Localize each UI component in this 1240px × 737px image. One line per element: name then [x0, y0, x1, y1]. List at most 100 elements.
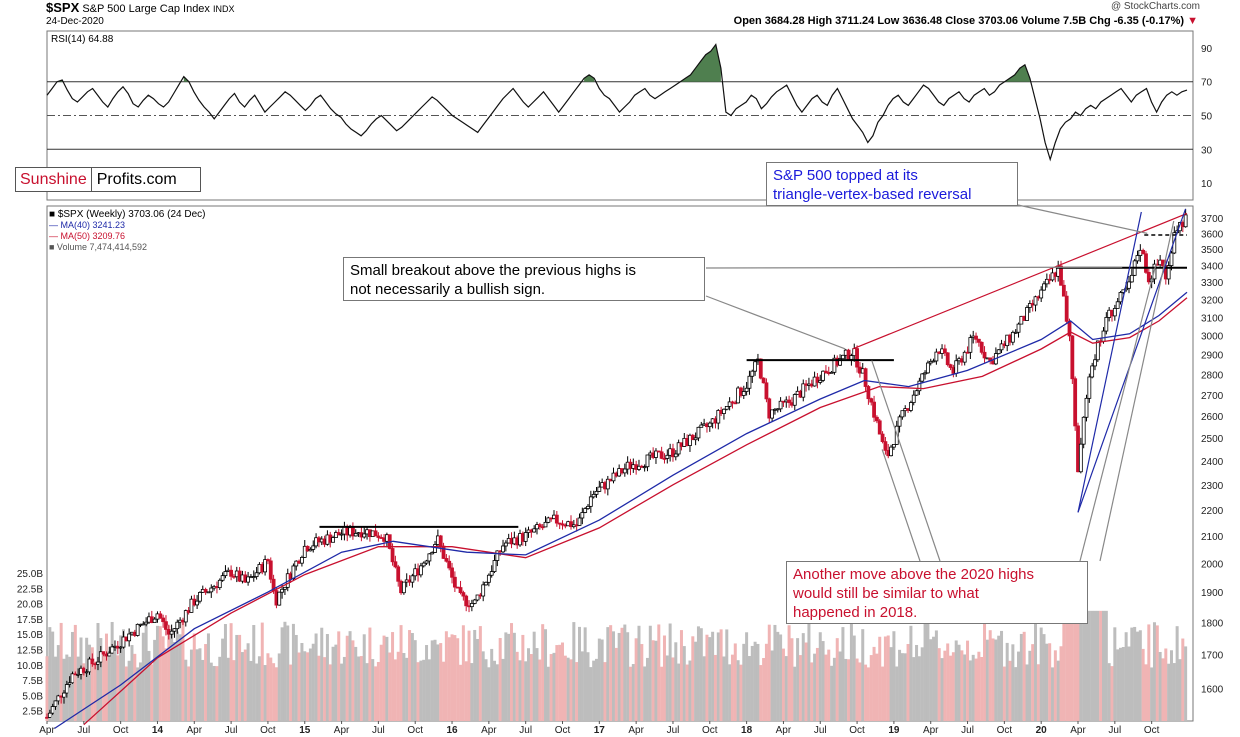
volume-bar	[960, 650, 964, 721]
candle-body	[954, 360, 959, 374]
volume-bar	[1169, 650, 1173, 721]
volume-bar	[102, 651, 106, 721]
volume-bar	[852, 635, 856, 721]
volume-bar	[569, 659, 573, 721]
price-panel: ■ $SPX (Weekly) 3703.06 (24 Dec)— MA(40)…	[45, 205, 1194, 730]
volume-bar	[679, 630, 683, 721]
volume-bar	[269, 657, 273, 721]
volume-bar	[342, 656, 346, 721]
candle-body	[925, 362, 930, 374]
volume-bar	[906, 643, 910, 721]
candle-body	[1059, 265, 1063, 286]
rsi-panel: RSI(14) 64.88	[46, 30, 1194, 201]
candle-body	[175, 621, 180, 630]
volume-bar	[861, 629, 865, 721]
candle-body	[161, 617, 166, 623]
candle-body	[849, 355, 854, 360]
price-tick-label: 2300	[1201, 481, 1224, 492]
candle-body	[891, 444, 896, 448]
volume-bar	[849, 623, 853, 721]
volume-bar	[994, 639, 998, 721]
candle-body	[841, 354, 845, 360]
volume-bar	[1048, 643, 1052, 721]
volume-bar	[807, 622, 811, 721]
volume-bar	[946, 643, 950, 721]
x-tick-label: Oct	[702, 725, 718, 736]
x-tick-label: Apr	[481, 725, 497, 736]
price-tick-label: 2900	[1201, 351, 1224, 362]
volume-bar	[223, 624, 227, 721]
candle-body	[169, 630, 174, 635]
volume-bar	[238, 634, 242, 721]
volume-bar	[713, 654, 717, 721]
x-tick-label: Apr	[39, 725, 55, 736]
volume-bar	[1178, 659, 1182, 721]
volume-bar	[674, 642, 678, 721]
volume-bar	[300, 643, 304, 721]
price-tick-label: 1700	[1201, 650, 1224, 661]
volume-bar	[1124, 632, 1128, 721]
logo-profits: Profits.com	[96, 170, 177, 188]
volume-bar	[577, 626, 581, 721]
volume-bar	[444, 631, 448, 721]
volume-bar	[442, 661, 446, 721]
candle-body	[217, 579, 222, 589]
candle-body	[53, 700, 58, 707]
volume-bar	[252, 625, 256, 721]
chart-header: $SPX S&P 500 Large Cap Index INDX	[46, 0, 235, 15]
volume-bar	[657, 624, 661, 721]
candle-body	[1013, 331, 1018, 334]
volume-bar	[1068, 610, 1072, 721]
candle-body	[195, 600, 200, 606]
volume-bar	[818, 632, 822, 721]
rsi-label: RSI(14) 64.88	[51, 34, 114, 45]
x-tick-label: Apr	[923, 725, 939, 736]
volume-bar	[753, 641, 757, 721]
volume-bar	[359, 656, 363, 721]
price-tick-label: 1600	[1201, 685, 1224, 696]
volume-bar	[150, 664, 154, 721]
volume-bar	[702, 656, 706, 721]
volume-bar	[127, 660, 131, 721]
candle-body	[787, 399, 791, 404]
volume-tick-label: 25.0B	[17, 569, 43, 580]
volume-bar	[158, 626, 162, 721]
volume-bar	[484, 659, 488, 721]
volume-bar	[609, 625, 613, 721]
volume-bar	[218, 656, 222, 721]
rsi-overbought-fill	[584, 74, 595, 82]
volume-bar	[408, 630, 412, 721]
volume-bar	[1008, 660, 1012, 721]
candle-body	[693, 437, 698, 441]
candle-body	[223, 571, 228, 577]
candle-body	[586, 505, 590, 509]
volume-bar	[1135, 631, 1139, 721]
volume-bar	[798, 655, 802, 721]
candle-body	[339, 533, 344, 536]
candle-body	[1039, 289, 1044, 299]
volume-bar	[1019, 633, 1023, 721]
volume-bar	[1000, 630, 1004, 721]
candle-body	[741, 391, 746, 396]
candle-body	[974, 335, 978, 340]
annotation-line: happened in 2018.	[793, 604, 918, 621]
candle-body	[424, 560, 429, 564]
volume-bar	[1118, 647, 1122, 721]
volume-bar	[85, 637, 89, 721]
volume-bar	[246, 643, 250, 721]
candle-body	[962, 351, 967, 363]
volume-bar	[617, 632, 621, 721]
volume-bar	[730, 654, 734, 721]
annotation-triangle-vertex: S&P 500 topped at its triangle-vertex-ba…	[766, 162, 1018, 206]
volume-bar	[1161, 658, 1165, 721]
volume-bar	[1147, 624, 1151, 721]
candle-body	[1042, 283, 1046, 291]
volume-bar	[589, 667, 593, 721]
annotation-small-breakout: Small breakout above the previous highs …	[343, 257, 705, 301]
candle-body	[654, 450, 658, 458]
volume-bar	[365, 663, 369, 721]
volume-bar	[1087, 610, 1091, 721]
volume-bar	[48, 627, 52, 721]
annotation-2020-highs: Another move above the 2020 highs would …	[786, 561, 1088, 624]
candle-body	[676, 442, 681, 455]
